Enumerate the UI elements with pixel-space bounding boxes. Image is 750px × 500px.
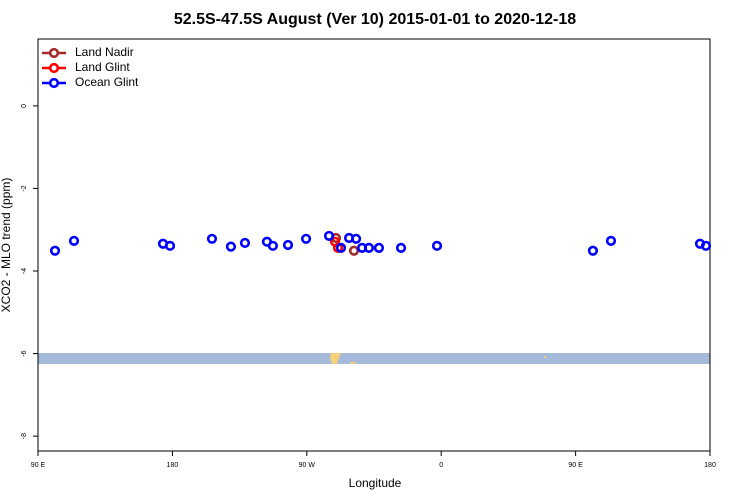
x-tick-label: 180 <box>167 462 179 469</box>
point <box>348 245 360 256</box>
point <box>335 242 347 253</box>
legend-marker <box>48 47 60 59</box>
point <box>431 240 443 251</box>
point <box>373 242 385 253</box>
point <box>206 233 218 244</box>
legend-label: Ocean Glint <box>75 75 139 89</box>
point <box>323 230 335 242</box>
legend-label: Land Glint <box>75 60 130 74</box>
point <box>164 240 176 251</box>
legend-marker <box>48 77 60 89</box>
point <box>605 235 617 246</box>
y-axis-label: XCO2 - MLO trend (ppm) <box>0 178 13 313</box>
y-tick-label: -6 <box>21 350 28 356</box>
legend-label: Land Nadir <box>75 45 134 59</box>
point <box>350 233 362 244</box>
x-axis-label: Longitude <box>349 476 402 490</box>
point <box>225 241 237 252</box>
point <box>300 233 312 244</box>
point <box>587 245 599 256</box>
point <box>68 235 80 246</box>
map-strip <box>38 353 710 364</box>
y-tick-label: 0 <box>21 104 28 108</box>
y-tick-label: -2 <box>21 185 28 191</box>
point <box>395 242 407 253</box>
point <box>363 242 375 253</box>
legend-marker <box>48 62 60 74</box>
point <box>49 245 61 256</box>
y-tick-label: -4 <box>21 268 28 274</box>
x-tick-label: 0 <box>439 462 443 469</box>
chart-title: 52.5S-47.5S August (Ver 10) 2015-01-01 t… <box>174 11 576 28</box>
x-tick-label: 180 <box>704 462 716 469</box>
point <box>267 240 279 251</box>
x-tick-label: 90 E <box>568 462 583 469</box>
point <box>282 239 294 251</box>
y-tick-label: -8 <box>21 433 28 439</box>
x-tick-label: 90 W <box>299 462 316 469</box>
point <box>700 240 712 251</box>
x-tick-label: 90 E <box>31 462 46 469</box>
point <box>239 237 251 249</box>
